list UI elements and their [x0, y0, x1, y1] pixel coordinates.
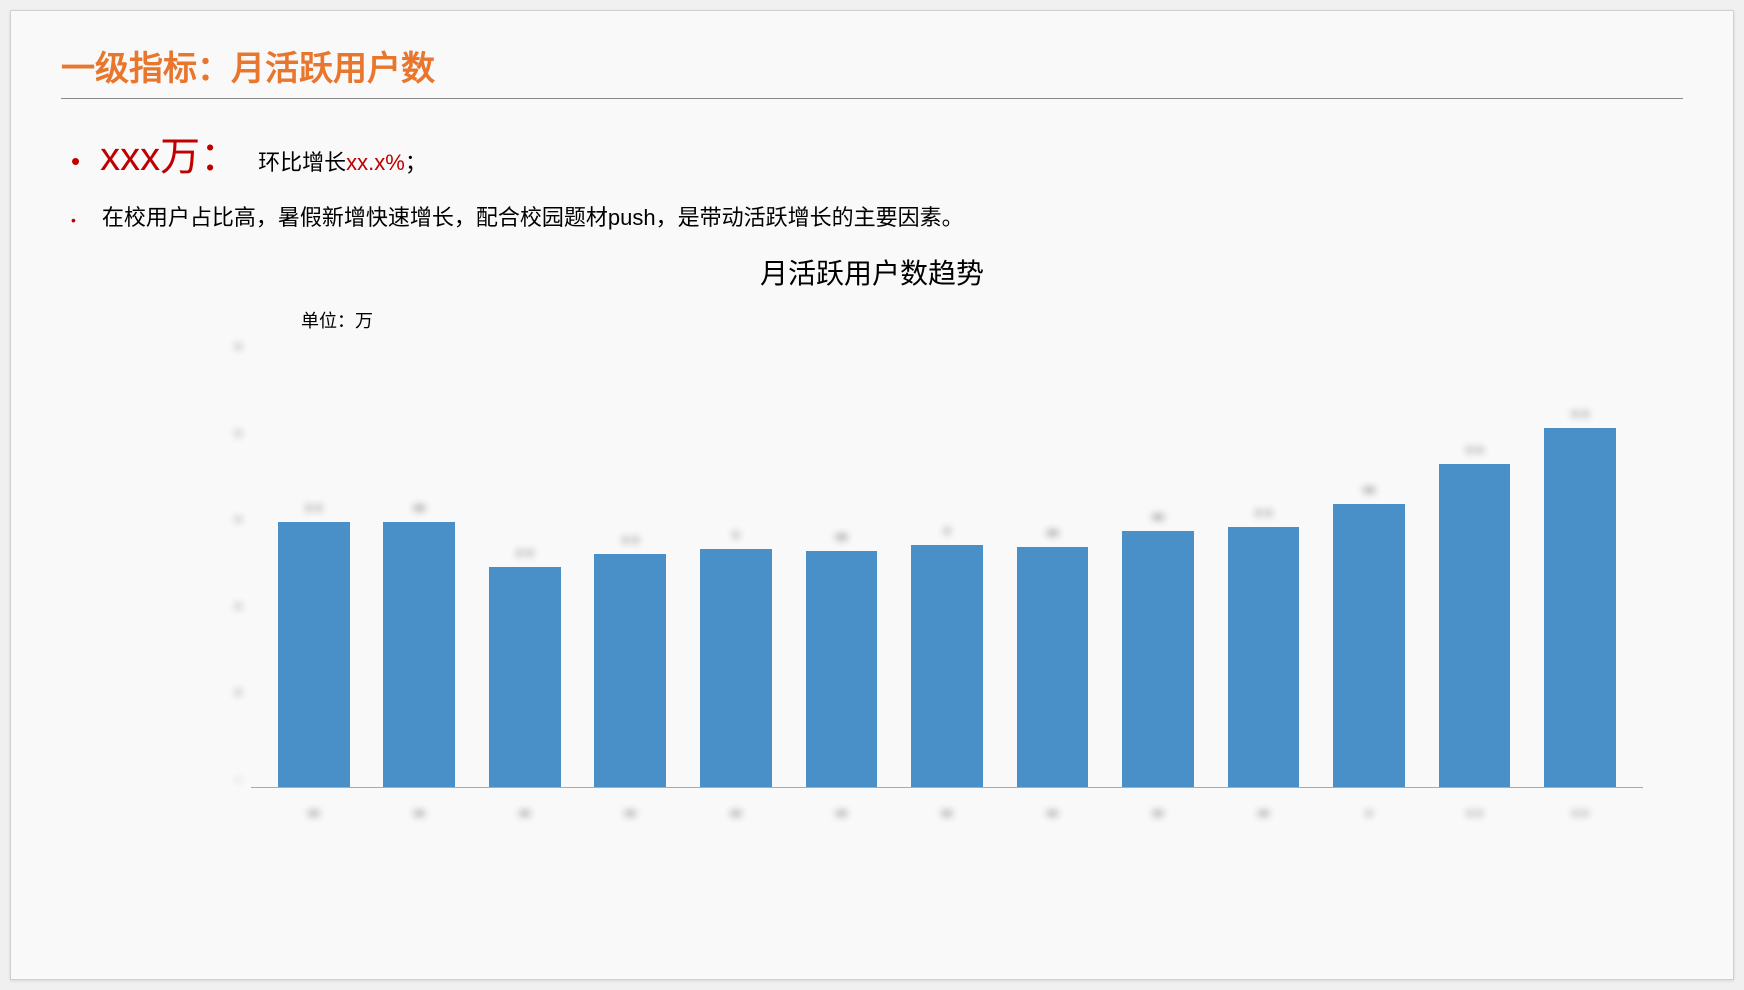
bar-value-label: ▪ ▪ — [517, 545, 533, 563]
plot-region: ▪ ▪▪▪▪ ▪▪ ▪▪▪▪▪▪▪▪▪▪ ▪▪▪▪ ▪▪ ▪ — [251, 338, 1643, 788]
bar-rect — [594, 554, 666, 787]
slide-title: 一级指标：月活跃用户数 — [61, 50, 435, 88]
bar-rect — [1544, 428, 1616, 787]
bar: ▪▪ — [367, 338, 473, 787]
bar: ▪ ▪ — [1422, 338, 1528, 787]
chart-unit-label: 单位：万 — [301, 307, 1683, 333]
bar-value-label: ▪ ▪ — [1256, 505, 1272, 523]
y-tick-label: ▪ — [211, 338, 241, 355]
bar-rect — [278, 522, 350, 787]
bullet-2-text: 在校用户占比高，暑假新增快速增长，配合校园题材push，是带动活跃增长的主要因素… — [102, 200, 964, 232]
y-tick-label: ▪ — [211, 511, 241, 528]
bars-container: ▪ ▪▪▪▪ ▪▪ ▪▪▪▪▪▪▪▪▪▪ ▪▪▪▪ ▪▪ ▪ — [251, 338, 1643, 787]
y-tick-label: ▪ — [211, 425, 241, 442]
bar: ▪ ▪ — [1211, 338, 1317, 787]
x-tick-label: ▪▪ — [261, 793, 367, 848]
bar-rect — [1122, 531, 1194, 787]
bar: ▪▪ — [789, 338, 895, 787]
mom-prefix: 环比增长 — [258, 145, 346, 177]
x-tick-label: ▪▪ — [367, 793, 473, 848]
chart-title: 月活跃用户数趋势 — [61, 252, 1683, 292]
x-tick-label: ▪▪ — [1211, 793, 1317, 848]
bar-value-label: ▪▪ — [1047, 525, 1058, 543]
chart-area: ▪▪▪▪▪- ▪ ▪▪▪▪ ▪▪ ▪▪▪▪▪▪▪▪▪▪ ▪▪▪▪ ▪▪ ▪ ▪▪… — [241, 338, 1643, 848]
bullet-dot: • — [71, 148, 80, 174]
bar-value-label: ▪ ▪ — [1467, 442, 1483, 460]
x-tick-label: ▪ — [1316, 793, 1422, 848]
bar-rect — [806, 551, 878, 787]
x-tick-label: ▪▪ — [683, 793, 789, 848]
title-bar: 一级指标：月活跃用户数 — [61, 41, 1683, 99]
x-tick-label: ▪▪ — [578, 793, 684, 848]
headline-value: xxx万： — [100, 124, 240, 182]
bar-rect — [489, 567, 561, 787]
y-axis: ▪ ▪ ▪ ▪ ▪ - — [211, 338, 241, 788]
bar-rect — [383, 522, 455, 787]
y-tick-label: - — [211, 771, 241, 788]
bar-value-label: ▪ ▪ — [1572, 406, 1588, 424]
bar-rect — [1017, 547, 1089, 787]
bar: ▪ — [683, 338, 789, 787]
mom-suffix: ； — [405, 145, 427, 177]
bar-rect — [1228, 527, 1300, 787]
bar: ▪▪ — [1105, 338, 1211, 787]
bar-value-label: ▪▪ — [414, 500, 425, 518]
bar: ▪ ▪ — [578, 338, 684, 787]
x-tick-label: ▪▪ — [1000, 793, 1106, 848]
bar-rect — [1439, 464, 1511, 787]
bar-value-label: ▪▪ — [1152, 509, 1163, 527]
bar-rect — [700, 549, 772, 787]
bar: ▪▪ — [1316, 338, 1422, 787]
mom-value: xx.x% — [346, 150, 405, 176]
bar-value-label: ▪ — [944, 523, 950, 541]
bullet-dot: • — [71, 213, 76, 227]
x-tick-label: ▪▪ — [789, 793, 895, 848]
slide-container: 一级指标：月活跃用户数 • xxx万： 环比增长 xx.x% ； • 在校用户占… — [10, 10, 1734, 980]
x-tick-label: ▪▪ — [1105, 793, 1211, 848]
bullet-2: • 在校用户占比高，暑假新增快速增长，配合校园题材push，是带动活跃增长的主要… — [71, 200, 1683, 232]
bar: ▪ — [894, 338, 1000, 787]
bullet-1: • xxx万： 环比增长 xx.x% ； — [71, 124, 1683, 182]
bar: ▪ ▪ — [472, 338, 578, 787]
bullet-list: • xxx万： 环比增长 xx.x% ； • 在校用户占比高，暑假新增快速增长，… — [71, 124, 1683, 232]
x-tick-label: ▪▪ — [894, 793, 1000, 848]
bar-value-label: ▪ ▪ — [306, 500, 322, 518]
x-tick-label: ▪▪ — [472, 793, 578, 848]
bar: ▪▪ — [1000, 338, 1106, 787]
bar-value-label: ▪ — [733, 527, 739, 545]
bar-value-label: ▪▪ — [1363, 482, 1374, 500]
y-tick-label: ▪ — [211, 598, 241, 615]
x-tick-label: ▪ ▪ — [1422, 793, 1528, 848]
bar-rect — [911, 545, 983, 787]
bar: ▪ ▪ — [1527, 338, 1633, 787]
y-tick-label: ▪ — [211, 684, 241, 701]
x-axis-labels: ▪▪▪▪▪▪▪▪▪▪▪▪▪▪▪▪▪▪▪▪▪▪ ▪▪ ▪ — [251, 793, 1643, 848]
bar-value-label: ▪ ▪ — [622, 532, 638, 550]
x-tick-label: ▪ ▪ — [1527, 793, 1633, 848]
bar: ▪ ▪ — [261, 338, 367, 787]
bar-rect — [1333, 504, 1405, 787]
bar-value-label: ▪▪ — [836, 529, 847, 547]
